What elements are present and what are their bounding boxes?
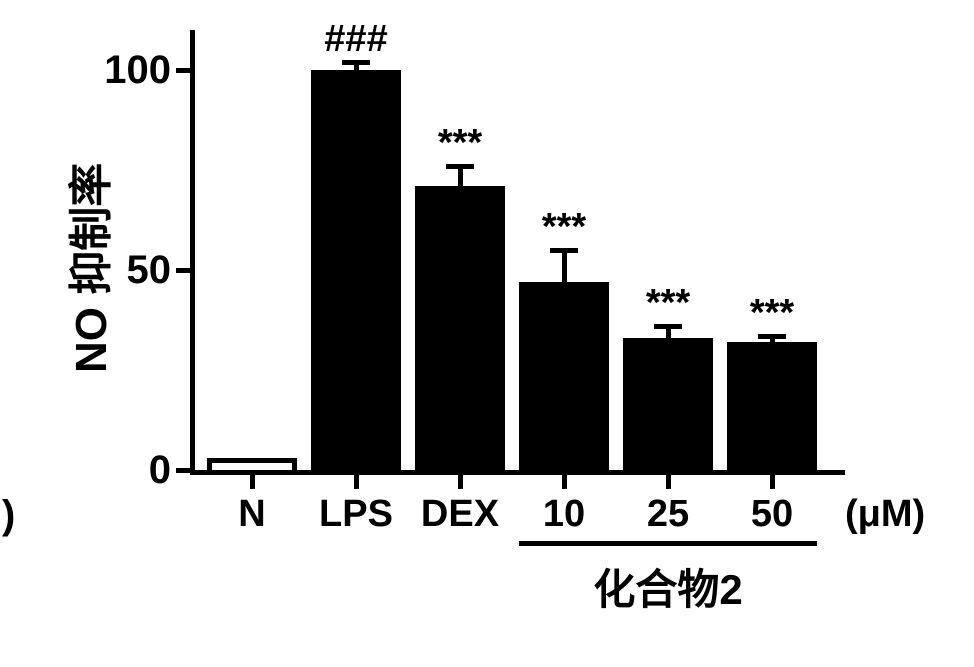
y-tick-label: 50 (81, 248, 171, 293)
significance-annotation: *** (717, 292, 827, 335)
bar (207, 458, 297, 470)
bar (415, 186, 505, 470)
x-tick-label: 25 (608, 493, 728, 536)
x-tick (666, 475, 671, 489)
significance-annotation: *** (613, 282, 723, 325)
significance-annotation: *** (405, 122, 515, 165)
stray-paren: ) (2, 493, 15, 538)
x-unit-label: (μM) (845, 493, 925, 536)
bar (623, 338, 713, 470)
y-tick (176, 468, 190, 473)
bar (519, 282, 609, 470)
group-label: 化合物2 (489, 556, 847, 617)
bar (311, 70, 401, 470)
error-bar-stem (562, 250, 567, 282)
x-tick (354, 475, 359, 489)
x-tick (770, 475, 775, 489)
x-tick-label: 10 (504, 493, 624, 536)
x-tick-label: 50 (712, 493, 832, 536)
significance-annotation: *** (509, 206, 619, 249)
y-tick (176, 268, 190, 273)
x-tick (562, 475, 567, 489)
group-underline (519, 541, 817, 546)
error-bar-stem (458, 166, 463, 186)
x-tick-label: N (192, 493, 312, 536)
significance-annotation: ### (301, 18, 411, 61)
x-tick-label: DEX (400, 493, 520, 536)
x-tick (250, 475, 255, 489)
x-tick-label: LPS (296, 493, 416, 536)
y-tick-label: 100 (81, 48, 171, 93)
chart-container: NO 抑制率 050100 NLPSDEX102550 ###*********… (0, 0, 974, 667)
bar (727, 342, 817, 470)
y-tick (176, 68, 190, 73)
x-tick (458, 475, 463, 489)
y-tick-label: 0 (81, 448, 171, 493)
